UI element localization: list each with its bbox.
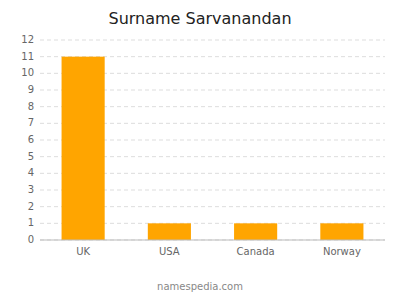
chart-container: 0123456789101112UKUSACanadaNorwaySurname… (0, 0, 400, 300)
title: Surname Sarvanandan (108, 9, 291, 28)
y-tick-label: 1 (28, 217, 34, 228)
y-tick-label: 9 (28, 84, 34, 95)
footer-text: namespedia.com (157, 281, 243, 292)
y-tick-label: 2 (28, 201, 34, 212)
y-tick-label: 10 (21, 67, 34, 78)
x-tick-label: UK (76, 246, 90, 257)
x-axis-line (40, 240, 385, 241)
bars (62, 57, 364, 240)
y-tick-label: 12 (21, 34, 34, 45)
y-tick-label: 11 (21, 51, 34, 62)
x-tick-label: USA (159, 246, 180, 257)
chart-svg: 0123456789101112UKUSACanadaNorwaySurname… (0, 0, 400, 300)
y-tick-label: 5 (28, 151, 34, 162)
x-tick-label: Canada (237, 246, 275, 257)
grid (40, 40, 385, 240)
y-tick-label: 0 (28, 234, 34, 245)
y-tick-label: 7 (28, 117, 34, 128)
bar (234, 223, 277, 240)
grid-line (40, 40, 385, 41)
bar (62, 57, 105, 240)
y-tick-label: 3 (28, 184, 34, 195)
x-tick-label: Norway (323, 246, 361, 257)
y-tick-label: 4 (28, 167, 34, 178)
bar (148, 223, 191, 240)
bar (320, 223, 363, 240)
y-tick-label: 6 (28, 134, 34, 145)
y-tick-label: 8 (28, 101, 34, 112)
grid-line (40, 240, 385, 241)
